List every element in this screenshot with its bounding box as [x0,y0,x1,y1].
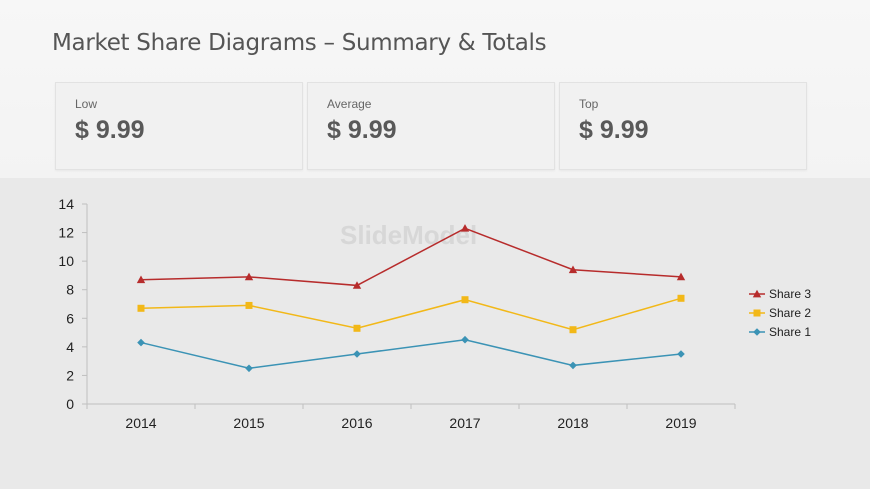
y-tick-label: 8 [66,282,74,298]
legend-label: Share 1 [769,325,811,339]
y-tick-label: 12 [58,225,74,241]
data-point [677,350,685,358]
y-tick-label: 14 [58,196,74,212]
legend-marker [753,309,761,317]
x-tick-label: 2018 [557,415,588,431]
data-point [353,350,361,358]
x-tick-label: 2015 [233,415,264,431]
legend-label: Share 2 [769,306,811,320]
card-label: Average [327,97,372,111]
y-tick-label: 6 [66,310,74,326]
card-label: Top [579,97,599,111]
data-point [677,294,685,302]
data-point [137,338,145,347]
x-tick-label: 2017 [449,415,480,431]
watermark-logo: SlideModel [340,220,478,250]
series-line [140,227,682,287]
legend-label: Share 3 [769,287,811,301]
legend-marker [753,328,761,336]
y-tick-label: 0 [66,396,74,412]
data-point [352,281,362,289]
data-point [136,275,146,284]
data-point [244,272,254,281]
y-tick-label: 10 [58,253,74,269]
data-point [569,326,577,334]
card-average: Average $ 9.99 [307,82,555,170]
card-low: Low $ 9.99 [55,82,303,170]
data-point [245,364,253,373]
card-top: Top $ 9.99 [559,82,807,170]
data-point [460,224,470,232]
data-point [353,324,361,332]
card-value: $ 9.99 [579,116,649,144]
data-point [137,304,145,312]
series-line [140,338,682,370]
chart-background-band [0,178,870,489]
y-tick-label: 4 [66,339,74,355]
x-tick-label: 2014 [125,415,156,431]
slide-title: Market Share Diagrams – Summary & Totals [52,30,547,56]
data-point [461,335,469,344]
data-point [245,301,253,309]
series-line [140,297,682,331]
x-tick-label: 2019 [665,415,696,431]
x-tick-label: 2016 [341,415,372,431]
data-point [569,361,577,370]
card-value: $ 9.99 [327,116,397,144]
data-point [461,296,469,304]
card-label: Low [75,97,98,111]
legend-marker [752,289,762,298]
data-point [676,272,686,281]
y-tick-label: 2 [66,367,74,383]
card-value: $ 9.99 [75,116,145,144]
data-point [568,265,578,274]
